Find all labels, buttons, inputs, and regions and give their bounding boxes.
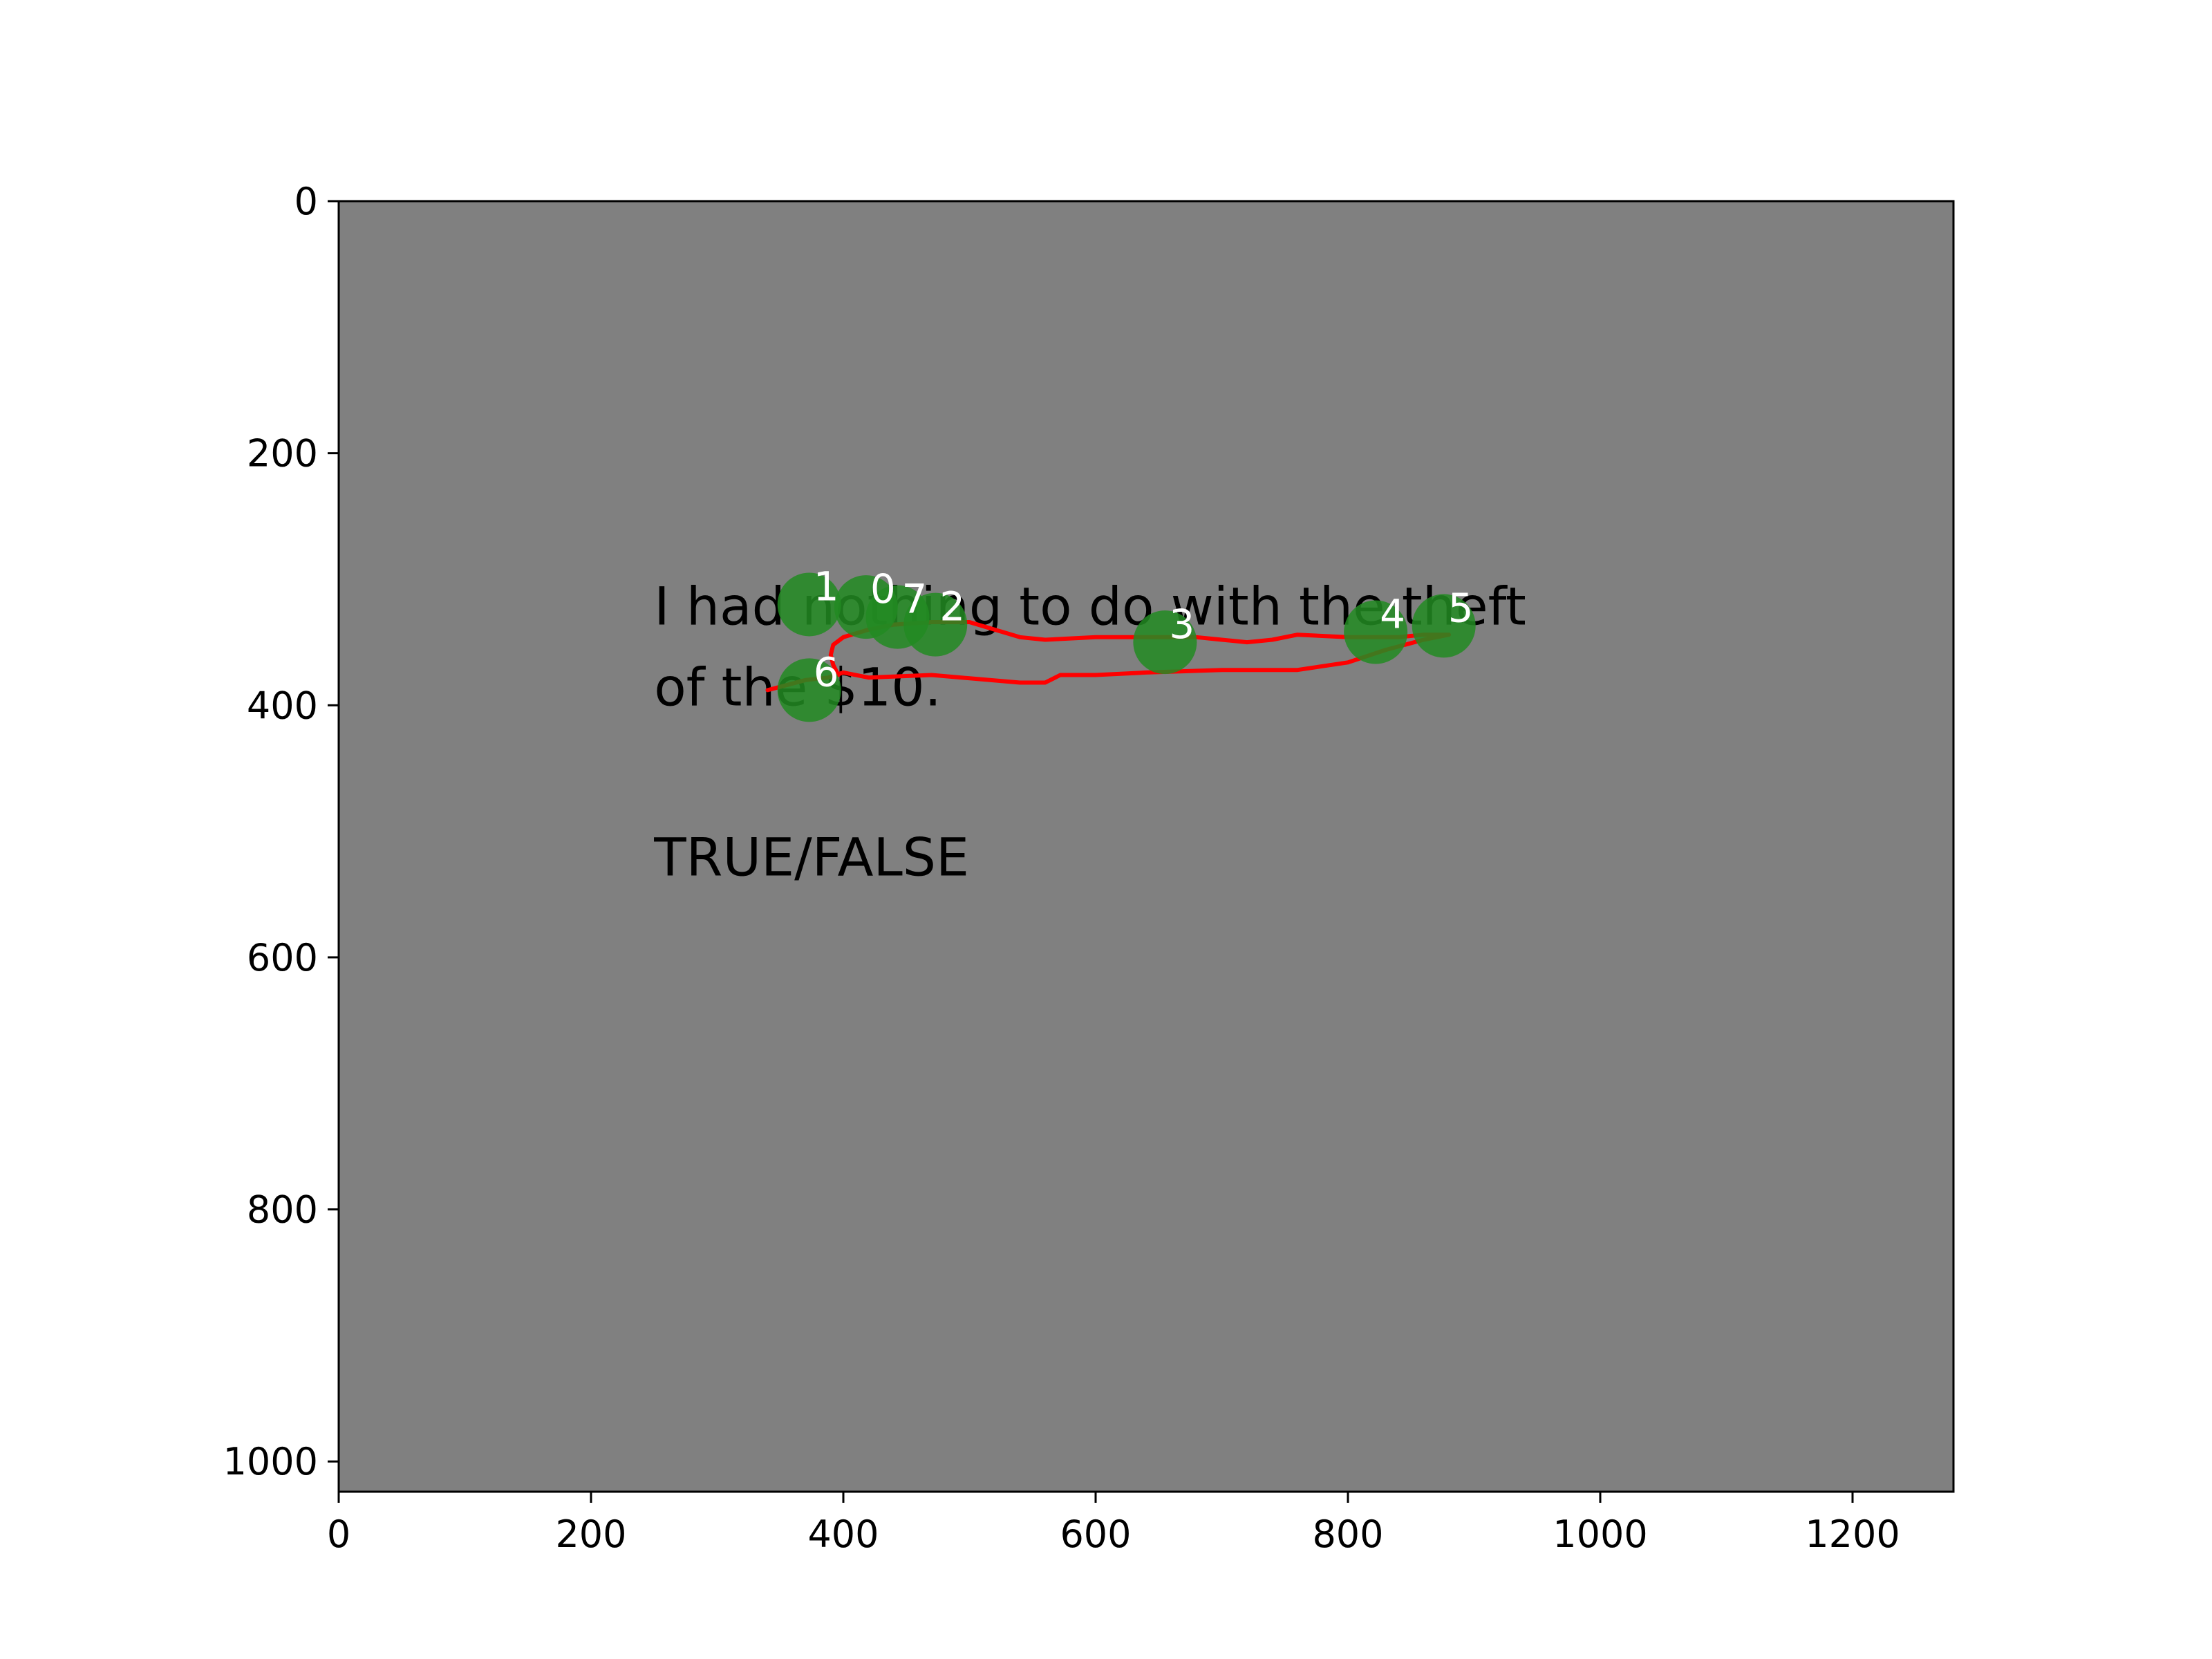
fixation-point <box>865 585 930 649</box>
fixation-point <box>1344 600 1408 664</box>
fixation-label: 2 <box>939 583 965 630</box>
x-tick-label: 1000 <box>1553 1512 1647 1556</box>
fixation-label: 3 <box>1169 601 1194 648</box>
fixation-label: 0 <box>870 565 896 612</box>
x-tick-label: 1200 <box>1805 1512 1900 1556</box>
x-tick-label: 800 <box>1312 1512 1383 1556</box>
x-tick-label: 400 <box>807 1512 879 1556</box>
fixation-label: 7 <box>901 576 927 623</box>
fixation-point <box>777 572 841 637</box>
y-tick-label: 600 <box>247 936 318 980</box>
y-tick-label: 800 <box>247 1188 318 1232</box>
y-axis-ticks: 0 200 400 600 800 1000 <box>223 180 339 1483</box>
fixations-layer: 01 2 3 4 5 6 7 <box>777 563 1476 722</box>
fixation-point <box>777 658 841 722</box>
y-tick-label: 1000 <box>223 1440 318 1483</box>
fixation-label: 1 <box>814 563 839 610</box>
fixation-label: 4 <box>1380 591 1405 638</box>
x-tick-label: 0 <box>327 1512 350 1556</box>
fixation-label: 5 <box>1448 584 1474 631</box>
plot-frame <box>337 200 1955 1493</box>
x-tick-label: 200 <box>555 1512 626 1556</box>
fixation-label: 6 <box>814 648 839 695</box>
stimulus-text-line: TRUE/FALSE <box>653 826 969 888</box>
plot-area-background <box>339 201 1953 1492</box>
x-tick-label: 600 <box>1060 1512 1131 1556</box>
y-tick-label: 200 <box>247 432 318 476</box>
y-tick-label: 400 <box>247 684 318 727</box>
fixation-point <box>1412 594 1476 658</box>
x-axis-ticks: 0 200 400 600 800 1000 1200 <box>327 1492 1900 1556</box>
fixation-point <box>1133 610 1197 675</box>
y-tick-label: 0 <box>294 180 318 223</box>
